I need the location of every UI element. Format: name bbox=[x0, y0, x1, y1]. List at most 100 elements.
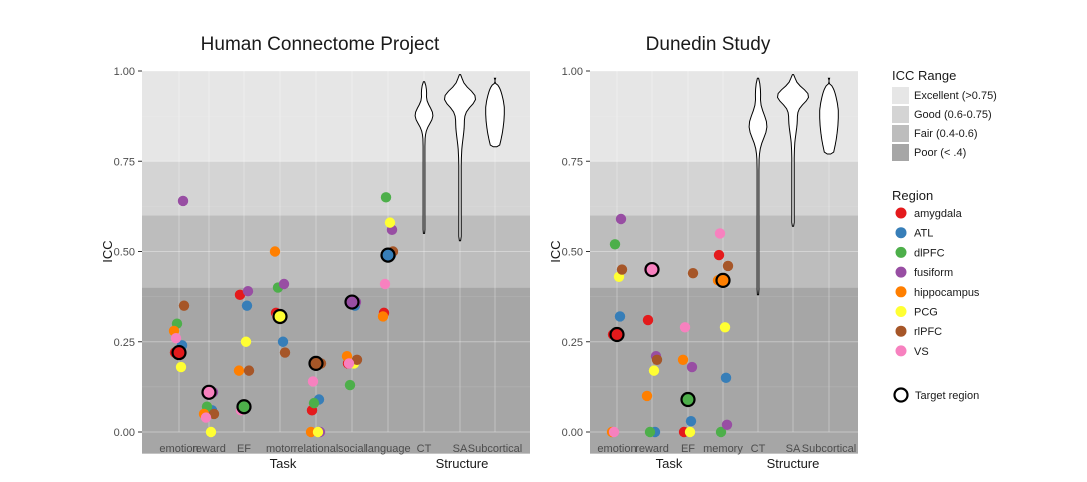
point-dlPFC-social bbox=[344, 379, 356, 391]
icc-band-3 bbox=[142, 287, 530, 454]
point-rlPFC-EF bbox=[243, 365, 255, 376]
point-ATL-memory bbox=[720, 372, 732, 384]
violin-subcortical bbox=[819, 77, 839, 155]
point-VS-relational bbox=[307, 376, 319, 387]
x-tick-label-task-3: memory bbox=[703, 443, 743, 455]
point-rlPFC-memory bbox=[722, 260, 734, 272]
chart-panel-1: Human Connectome Project 0.00 0.25 0.50 0.75… bbox=[100, 34, 530, 471]
x-tick-label-task-1: reward bbox=[192, 443, 226, 455]
point-VS-EF bbox=[679, 322, 691, 333]
legend-region-key-fusiform bbox=[895, 266, 907, 278]
legend-region-key-ATL bbox=[895, 227, 907, 239]
legend-region-label-dlPFC: dlPFC bbox=[914, 247, 945, 259]
points-2 bbox=[606, 213, 734, 438]
point-dlPFC-reward bbox=[644, 426, 656, 438]
x-tick-label-task-5: social bbox=[338, 443, 366, 455]
y-tick-label-3: 0.75 bbox=[562, 156, 583, 168]
x-tick-label-task-0: emotion bbox=[159, 443, 198, 455]
legend-region-key-PCG bbox=[895, 306, 907, 317]
legend-icc-key-1 bbox=[892, 106, 909, 123]
point-rlPFC-reward bbox=[651, 354, 663, 365]
target-point-motor bbox=[272, 308, 288, 325]
target-point-language bbox=[380, 247, 396, 263]
point-PCG-memory bbox=[719, 322, 731, 333]
x-tick-label-structure-2: Subcortical bbox=[802, 443, 856, 455]
y-tick-label-2: 0.50 bbox=[562, 247, 583, 259]
point-ATL-emotion bbox=[614, 311, 626, 322]
legend-icc-key-2 bbox=[892, 125, 909, 142]
point-fusiform-memory bbox=[721, 419, 733, 430]
x-tick-label-task-2: EF bbox=[681, 443, 695, 455]
point-PCG-relational bbox=[312, 426, 324, 438]
point-hippocampus-EF bbox=[233, 365, 245, 376]
x-tick-label-task-3: motor bbox=[266, 443, 294, 455]
point-amygdala-EF bbox=[234, 289, 246, 301]
legend-region-label-ATL: ATL bbox=[914, 228, 933, 240]
point-VS-language bbox=[379, 278, 391, 290]
y-tick-label-0: 0.00 bbox=[562, 427, 583, 439]
icc-band-2 bbox=[142, 215, 530, 288]
point-PCG-EF bbox=[684, 426, 696, 438]
legend: ICC Range Excellent (>0.75) Good (0.6-0.7… bbox=[892, 68, 997, 403]
legend-region-label-rlPFC: rlPFC bbox=[914, 326, 942, 338]
point-rlPFC-reward bbox=[208, 408, 220, 420]
target-point-social bbox=[344, 294, 360, 310]
points-1 bbox=[168, 192, 399, 438]
x-axis-label-task-1: Task bbox=[270, 456, 297, 471]
x-tick-label-structure-1: SA bbox=[786, 443, 801, 455]
legend-target-label: Target region bbox=[915, 390, 979, 402]
chart-title-1: Human Connectome Project bbox=[201, 34, 440, 55]
x-tick-label-structure-0: CT bbox=[751, 443, 766, 455]
x-tick-label-structure-0: CT bbox=[417, 443, 432, 455]
icc-band-1 bbox=[590, 161, 858, 216]
point-hippocampus-EF bbox=[677, 354, 689, 365]
point-PCG-language bbox=[384, 217, 396, 228]
point-VS-social bbox=[343, 358, 355, 369]
x-axis-label-structure-2: Structure bbox=[767, 456, 820, 471]
legend-icc-label-2: Fair (0.4-0.6) bbox=[914, 128, 978, 140]
x-axis-label-structure-1: Structure bbox=[436, 456, 489, 471]
point-hippocampus-language bbox=[377, 311, 389, 322]
icc-band-1 bbox=[142, 161, 530, 216]
violin-ct bbox=[748, 77, 768, 296]
point-rlPFC-social bbox=[351, 354, 363, 365]
x-tick-label-task-4: relational bbox=[294, 443, 339, 455]
point-VS-emotion bbox=[608, 426, 620, 438]
chart-title-2: Dunedin Study bbox=[646, 34, 771, 55]
point-PCG-reward bbox=[205, 426, 217, 438]
point-ATL-motor bbox=[277, 336, 289, 347]
legend-icc-label-0: Excellent (>0.75) bbox=[914, 90, 997, 102]
x-tick-label-structure-2: Subcortical bbox=[468, 443, 522, 455]
point-fusiform-EF bbox=[242, 286, 254, 297]
point-fusiform-emotion bbox=[177, 195, 189, 207]
x-tick-label-task-0: emotion bbox=[597, 443, 636, 455]
point-ATL-EF bbox=[241, 300, 253, 311]
target-point-reward bbox=[201, 384, 217, 400]
legend-icc-key-0 bbox=[892, 87, 909, 104]
icc-band-0 bbox=[590, 71, 858, 162]
target-point-memory bbox=[715, 272, 731, 288]
target-point-emotion bbox=[171, 344, 187, 361]
point-rlPFC-emotion bbox=[178, 300, 190, 311]
target-point-reward bbox=[644, 261, 660, 278]
x-tick-label-structure-1: SA bbox=[453, 443, 468, 455]
point-amygdala-reward bbox=[642, 314, 654, 326]
y-tick-label-3: 0.75 bbox=[114, 156, 135, 168]
point-fusiform-motor bbox=[278, 278, 290, 290]
legend-region-label-amygdala: amygdala bbox=[914, 208, 963, 220]
legend-region-key-rlPFC bbox=[895, 325, 907, 337]
point-hippocampus-reward bbox=[641, 390, 653, 402]
legend-region-items: amygdala ATL dlPFC fusiform hippocampus PCG rl… bbox=[895, 207, 980, 358]
point-rlPFC-motor bbox=[279, 347, 291, 358]
legend-region-label-hippocampus: hippocampus bbox=[914, 287, 980, 299]
point-PCG-emotion bbox=[175, 361, 187, 373]
target-point-relational bbox=[308, 355, 324, 372]
y-tick-label-0: 0.00 bbox=[114, 427, 135, 439]
x-tick-label-task-1: reward bbox=[635, 443, 669, 455]
legend-target-symbol bbox=[893, 387, 909, 403]
y-tick-label-2: 0.50 bbox=[114, 247, 135, 259]
point-VS-emotion bbox=[170, 332, 182, 344]
legend-region-key-hippocampus bbox=[895, 286, 907, 298]
point-dlPFC-emotion bbox=[609, 239, 621, 250]
